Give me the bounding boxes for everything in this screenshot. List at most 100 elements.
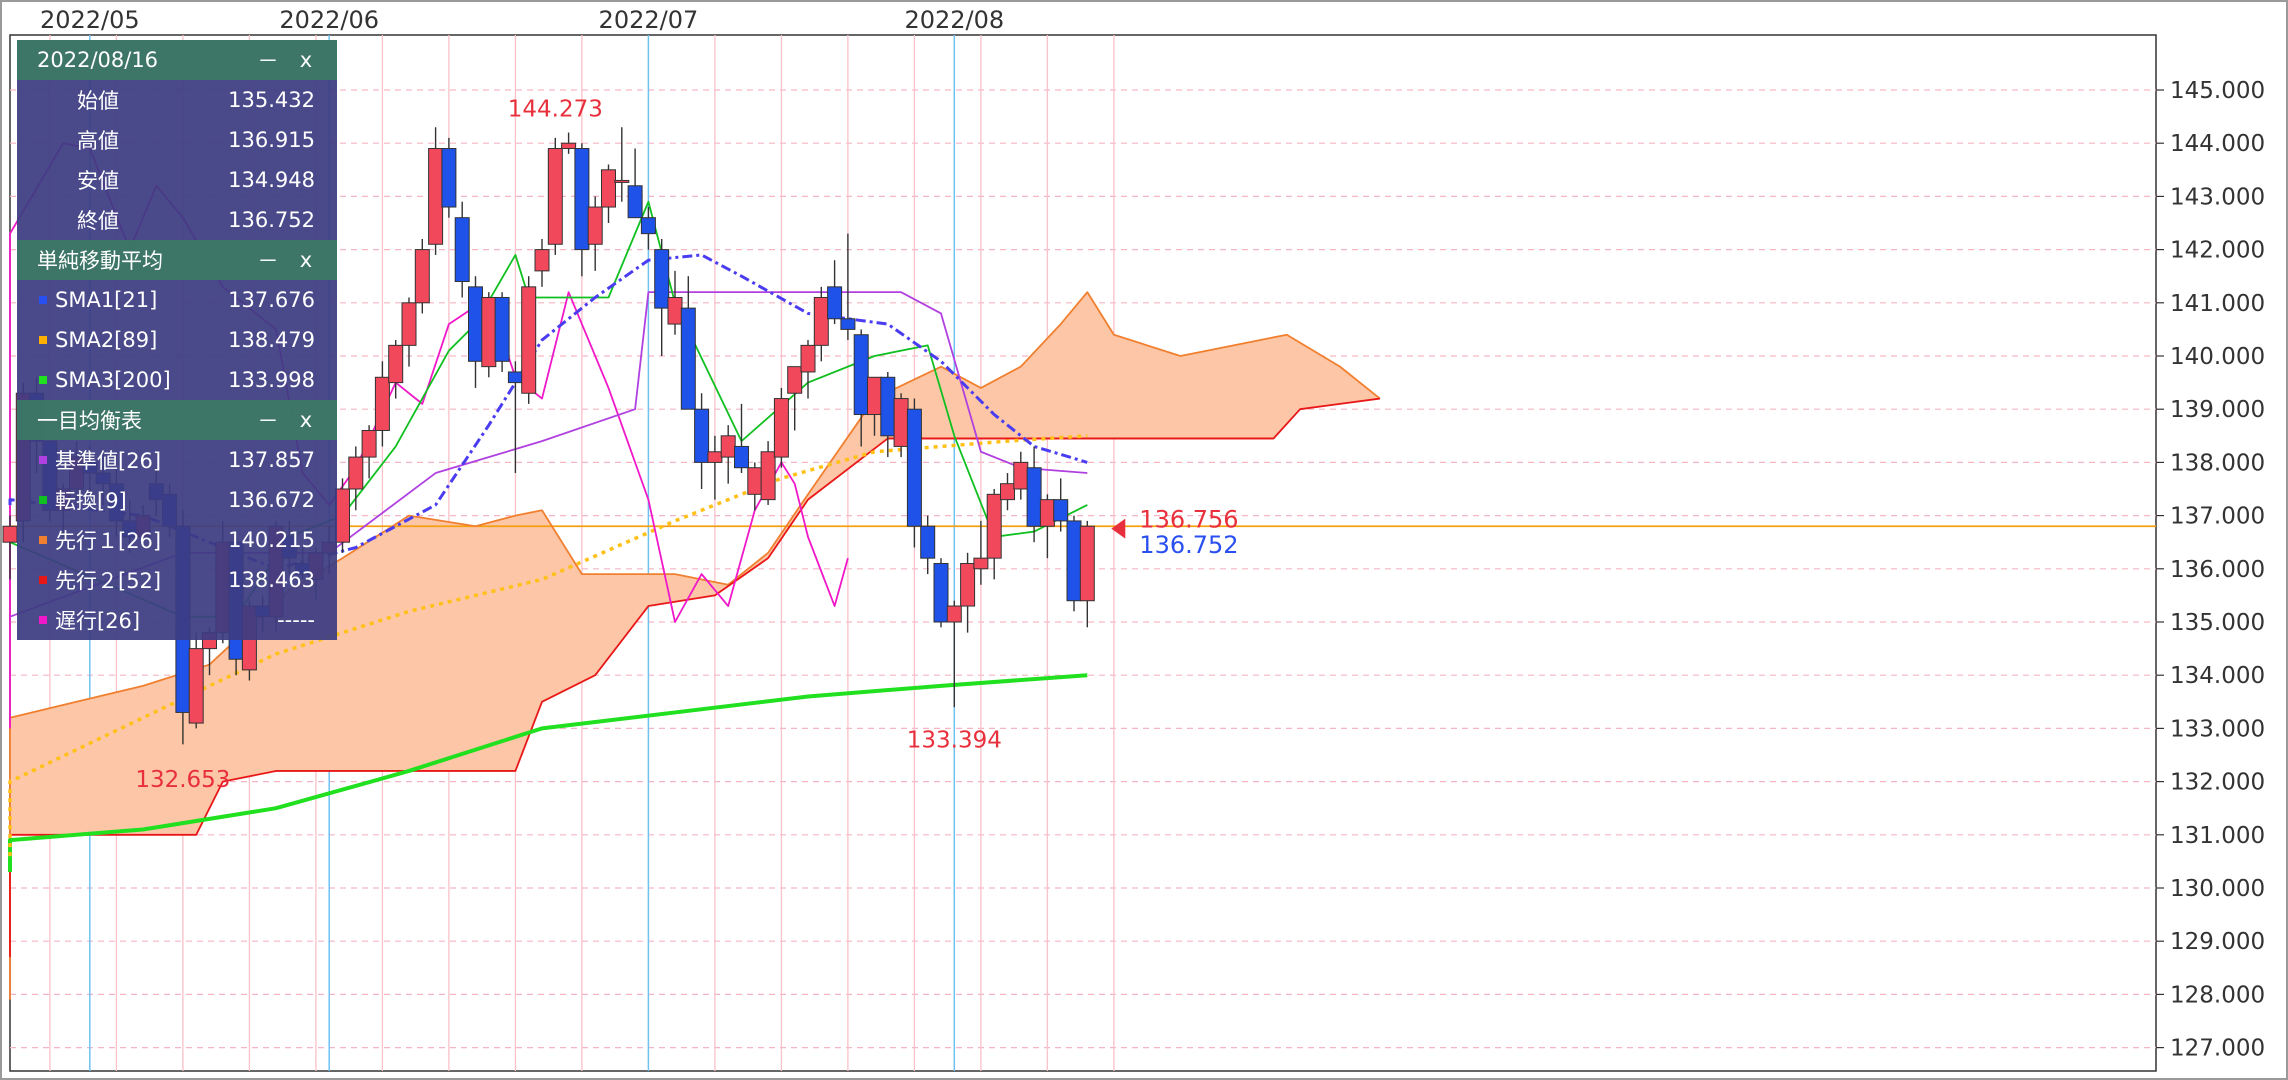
candle-bearish	[1026, 467, 1042, 527]
ohlc-label: 始値	[77, 89, 119, 113]
candle-bearish	[906, 408, 922, 527]
legend-swatch	[39, 616, 47, 624]
close-button[interactable]: x	[299, 48, 313, 72]
candle-bullish	[388, 344, 404, 384]
ohlc-row-high: 高値 136.915	[17, 120, 337, 160]
close-button[interactable]: x	[299, 408, 313, 432]
y-tick-label: 133.000	[2170, 716, 2265, 742]
y-tick-label: 129.000	[2170, 929, 2265, 955]
candle-bullish	[481, 296, 497, 368]
candle-bullish	[760, 451, 776, 501]
candle-bullish	[1013, 461, 1029, 490]
candle-bearish	[454, 217, 470, 283]
ohlc-panel: 2022/08/16 － x 始値 135.432 高値 136.915 安値 134…	[17, 40, 337, 640]
candle-bullish	[1079, 525, 1095, 602]
candle-bullish	[601, 169, 616, 208]
extreme-price-label: 132.653	[135, 767, 230, 793]
candle-bullish	[335, 488, 350, 543]
candle-bearish	[840, 318, 856, 330]
ichimoku-row-senkou-b: 先行２[52] 138.463	[17, 560, 337, 600]
legend-swatch	[39, 336, 47, 344]
sma-row-2: SMA2[89] 138.479	[17, 320, 337, 360]
candle-bullish	[348, 456, 364, 490]
indicator-value: 133.998	[228, 368, 315, 392]
ohlc-row-open: 始値 135.432	[17, 80, 337, 120]
indicator-value: 138.479	[228, 328, 315, 352]
candle-bullish	[188, 648, 204, 724]
candle-bullish	[1000, 483, 1015, 501]
y-tick-label: 136.000	[2170, 557, 2265, 583]
ohlc-row-close: 終値 136.752	[17, 200, 337, 240]
candle-bearish	[494, 296, 510, 362]
cloud-bullish	[10, 292, 1380, 892]
candle-bullish	[534, 249, 550, 272]
y-tick-label: 142.000	[2170, 238, 2265, 264]
indicator-label: SMA2[89]	[55, 328, 158, 352]
ohlc-value: 136.915	[228, 128, 315, 152]
y-tick-label: 143.000	[2170, 184, 2265, 210]
candle-bearish	[853, 334, 869, 416]
candle-bearish	[827, 286, 843, 320]
candle-bullish	[747, 467, 763, 495]
x-month-label: 2022/06	[279, 6, 379, 34]
x-month-label: 2022/05	[40, 6, 140, 34]
candle-bullish	[561, 142, 577, 150]
candle-bullish	[667, 296, 683, 325]
x-axis: 2022/05 2022/06 2022/07 2022/08	[40, 6, 1004, 34]
candle-bullish	[867, 376, 882, 416]
ichimoku-cloud	[10, 292, 1380, 892]
x-month-label: 2022/08	[904, 6, 1004, 34]
ohlc-panel-title: 2022/08/16	[37, 48, 159, 72]
indicator-label: 遅行[26]	[55, 609, 141, 633]
candle-bearish	[1053, 499, 1069, 522]
candle-bullish	[428, 148, 444, 245]
ichimoku-row-chikou: 遅行[26] -----	[17, 600, 337, 640]
candle-bullish	[973, 557, 989, 570]
indicator-value: 140.215	[228, 528, 315, 552]
ichimoku-row-kijun: 基準値[26] 137.857	[17, 440, 337, 480]
candle-bullish	[986, 493, 1002, 559]
minimize-button[interactable]: －	[257, 249, 279, 273]
candle-bearish	[1066, 520, 1082, 602]
y-tick-label: 132.000	[2170, 770, 2265, 796]
candle-bearish	[694, 408, 710, 463]
candle-bullish	[1039, 499, 1055, 527]
y-axis: 145.000 144.000 143.000 142.000 141.000 140.0…	[2156, 78, 2265, 1062]
ohlc-panel-header: 2022/08/16 － x	[17, 40, 337, 80]
sma89-line	[8, 434, 1088, 857]
candle-bearish	[880, 376, 896, 437]
legend-swatch	[39, 456, 47, 464]
indicator-value: 138.463	[228, 568, 315, 592]
candle-bullish	[720, 435, 736, 458]
candle-bullish	[374, 376, 390, 431]
indicator-label: 基準値[26]	[55, 449, 162, 473]
sma-panel-header: 単純移動平均 － x	[17, 240, 337, 280]
candle-bearish	[640, 217, 656, 235]
y-tick-label: 138.000	[2170, 450, 2265, 476]
ichimoku-panel-header: 一目均衡表 － x	[17, 400, 337, 440]
y-tick-label: 134.000	[2170, 663, 2265, 689]
extreme-price-label: 133.394	[907, 727, 1002, 753]
candle-bullish	[401, 302, 417, 346]
candle-bearish	[734, 445, 749, 469]
minimize-button[interactable]: －	[257, 409, 279, 433]
candle-bullish	[614, 179, 630, 183]
y-tick-label: 144.000	[2170, 131, 2265, 157]
ohlc-value: 134.948	[228, 168, 315, 192]
indicator-value: 137.857	[228, 448, 315, 472]
close-button[interactable]: x	[299, 248, 313, 272]
candle-bullish	[946, 605, 962, 623]
candle-bearish	[680, 307, 696, 410]
sma-panel-title: 単純移動平均	[37, 249, 163, 273]
indicator-label: 先行１[26]	[55, 529, 162, 553]
candle-bearish	[441, 148, 457, 208]
candle-bearish	[468, 286, 483, 362]
minimize-button[interactable]: －	[257, 49, 279, 73]
candle-bullish	[521, 286, 537, 394]
ohlc-label: 終値	[77, 209, 119, 233]
extreme-price-label: 144.273	[508, 97, 603, 123]
legend-swatch	[39, 496, 47, 504]
indicator-value: 136.672	[228, 488, 315, 512]
ohlc-row-low: 安値 134.948	[17, 160, 337, 200]
